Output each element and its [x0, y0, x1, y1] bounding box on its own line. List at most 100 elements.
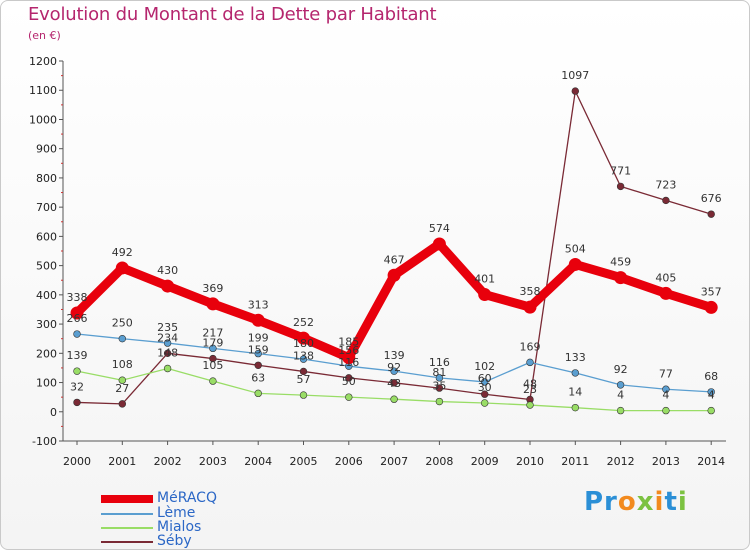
data-label-leme: 133: [565, 351, 586, 364]
data-label-leme: 156: [338, 344, 359, 357]
y-tick-label: 1200: [29, 55, 57, 68]
y-tick-label: 400: [36, 289, 57, 302]
data-label-mialos: 105: [202, 359, 223, 372]
data-point-seby: [299, 367, 308, 376]
data-point-mialos: [571, 403, 579, 412]
data-label-seby: 138: [293, 349, 314, 362]
x-tick-label: 2009: [471, 455, 499, 468]
data-label-seby: 1097: [561, 69, 589, 82]
data-label-meracq: 492: [112, 246, 133, 259]
data-label-leme: 266: [67, 312, 88, 325]
data-label-mialos: 14: [568, 386, 582, 399]
data-point-mialos: [254, 389, 262, 398]
data-label-mialos: 57: [297, 373, 311, 386]
data-point-meracq: [297, 331, 310, 345]
data-label-mialos: 50: [342, 375, 356, 388]
data-point-leme: [254, 349, 262, 358]
data-label-seby: 27: [115, 382, 129, 395]
data-point-meracq: [432, 237, 446, 251]
data-label-leme: 139: [384, 349, 405, 362]
data-point-seby: [345, 374, 353, 382]
data-label-meracq: 430: [157, 264, 178, 277]
y-tick-label: -100: [32, 435, 57, 448]
data-point-seby: [707, 210, 715, 218]
data-point-seby: [481, 390, 489, 398]
data-label-meracq: 358: [520, 285, 541, 298]
x-tick-label: 2000: [63, 455, 91, 468]
data-point-meracq: [115, 261, 129, 275]
data-label-seby: 81: [432, 366, 446, 379]
legend-label-meracq: MéRACQ: [157, 490, 217, 506]
data-label-seby: 234: [157, 331, 178, 344]
data-point-meracq: [251, 313, 265, 327]
x-tick-label: 2011: [561, 455, 589, 468]
legend-label-mialos: Mialos: [157, 519, 202, 535]
y-tick-label: 0: [50, 406, 57, 419]
data-point-meracq: [70, 306, 84, 320]
data-point-seby: [254, 361, 262, 369]
data-label-mialos: 4: [708, 389, 715, 402]
data-label-seby: 60: [478, 372, 492, 385]
data-label-mialos: 148: [157, 347, 178, 360]
data-point-mialos: [526, 401, 534, 409]
data-label-meracq: 405: [655, 271, 676, 284]
data-label-seby: 92: [387, 361, 401, 374]
data-label-seby: 771: [610, 164, 631, 177]
data-point-leme: [73, 330, 81, 338]
data-label-meracq: 357: [701, 285, 722, 298]
data-point-mialos: [662, 406, 670, 415]
data-label-mialos: 139: [67, 349, 88, 362]
data-point-leme: [163, 339, 172, 347]
data-label-meracq: 459: [610, 256, 631, 269]
data-label-leme: 116: [429, 356, 450, 369]
data-point-leme: [707, 388, 715, 396]
data-label-mialos: 23: [523, 383, 537, 396]
y-tick-label: 800: [36, 172, 57, 185]
x-tick-label: 2006: [335, 455, 363, 468]
x-tick-label: 2002: [154, 455, 182, 468]
data-label-mialos: 4: [617, 389, 624, 402]
data-label-leme: 199: [248, 332, 269, 345]
x-tick-label: 2012: [607, 455, 635, 468]
data-point-seby: [73, 398, 81, 407]
data-label-meracq: 252: [293, 316, 314, 329]
y-tick-label: 1100: [29, 84, 57, 97]
y-tick-label: 600: [36, 230, 57, 243]
legend-swatch-mialos: [101, 527, 153, 529]
data-label-leme: 235: [157, 321, 178, 334]
data-point-seby: [163, 349, 172, 358]
chart-title: Evolution du Montant de la Dette par Hab…: [28, 4, 437, 25]
data-label-seby: 676: [701, 192, 722, 205]
brand-logo: Proxiti: [584, 487, 688, 517]
data-point-mialos: [616, 406, 625, 415]
data-point-meracq: [614, 271, 628, 285]
legend-label-seby: Séby: [157, 533, 192, 549]
data-point-leme: [662, 385, 670, 393]
data-label-meracq: 185: [338, 336, 359, 349]
data-label-meracq: 504: [565, 242, 586, 255]
data-label-meracq: 401: [474, 273, 495, 286]
data-point-meracq: [387, 268, 401, 282]
data-point-seby: [616, 182, 625, 191]
data-point-leme: [209, 344, 217, 353]
data-label-mialos: 4: [662, 389, 669, 402]
data-point-meracq: [342, 351, 356, 365]
data-point-mialos: [390, 395, 398, 403]
data-point-meracq: [161, 279, 175, 293]
data-label-leme: 77: [659, 367, 673, 380]
data-point-mialos: [118, 376, 127, 384]
x-tick-label: 2007: [380, 455, 408, 468]
data-label-seby: 116: [338, 356, 359, 369]
data-point-leme: [571, 369, 579, 377]
data-point-leme: [118, 334, 127, 343]
y-tick-label: 500: [36, 260, 57, 273]
legend-label-leme: Lème: [157, 505, 196, 521]
x-tick-label: 2005: [290, 455, 318, 468]
data-point-seby: [571, 87, 579, 95]
data-point-mialos: [707, 406, 715, 415]
data-point-meracq: [206, 297, 220, 311]
data-label-seby: 179: [202, 337, 223, 350]
data-point-mialos: [163, 364, 172, 373]
data-point-meracq: [478, 288, 492, 302]
